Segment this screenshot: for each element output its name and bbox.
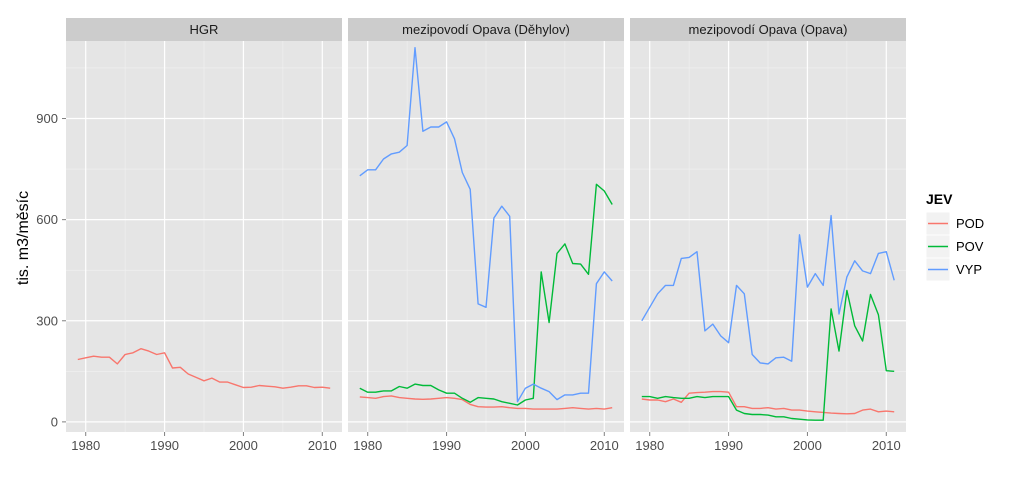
y-tick-label: 0 bbox=[51, 414, 58, 429]
x-tick-label: 2000 bbox=[511, 438, 540, 453]
x-tick-label: 2010 bbox=[308, 438, 337, 453]
x-tick-label: 1990 bbox=[150, 438, 179, 453]
legend-item-pod: POD bbox=[925, 211, 984, 236]
y-tick-label: 900 bbox=[36, 111, 58, 126]
facet-title: mezipovodí Opava (Opava) bbox=[689, 22, 848, 37]
legend-item-vyp: VYP bbox=[925, 257, 982, 282]
x-tick-label: 1980 bbox=[71, 438, 100, 453]
x-tick-label: 2000 bbox=[793, 438, 822, 453]
facet-panel: mezipovodí Opava (Opava) 1980 1990 2000 2010 bbox=[630, 18, 906, 453]
facet-strip bbox=[348, 18, 624, 41]
x-tick-label: 1980 bbox=[635, 438, 664, 453]
series-line-pov bbox=[359, 183, 613, 406]
facet-strip bbox=[630, 18, 906, 41]
x-tick-label: 2000 bbox=[229, 438, 258, 453]
facet-strip bbox=[66, 18, 342, 41]
series-line-vyp bbox=[641, 214, 895, 365]
x-tick-label: 2010 bbox=[590, 438, 619, 453]
series-line-pod bbox=[359, 395, 613, 410]
x-tick-label: 1980 bbox=[353, 438, 382, 453]
series-line-pov bbox=[641, 289, 895, 421]
legend-label: VYP bbox=[956, 262, 982, 277]
legend-label: POD bbox=[956, 216, 984, 231]
series-line-pod bbox=[641, 390, 895, 415]
facet-panels: HGR 1980 1990 2000 2010 0 300 600 900 mezipovodí … bbox=[36, 18, 906, 453]
facet-panel: HGR 1980 1990 2000 2010 0 300 600 900 bbox=[36, 18, 342, 453]
legend-item-pov: POV bbox=[925, 234, 984, 259]
y-axis-title: tis. m3/měsíc bbox=[15, 191, 32, 285]
facet-title: HGR bbox=[190, 22, 219, 37]
legend-label: POV bbox=[956, 239, 984, 254]
y-tick-label: 600 bbox=[36, 212, 58, 227]
x-tick-label: 1990 bbox=[714, 438, 743, 453]
x-tick-label: 1990 bbox=[432, 438, 461, 453]
facet-panel: mezipovodí Opava (Děhylov) 1980 1990 2000 20… bbox=[348, 18, 624, 453]
y-tick-label: 300 bbox=[36, 313, 58, 328]
series-line-pod bbox=[77, 348, 331, 389]
facet-title: mezipovodí Opava (Děhylov) bbox=[402, 22, 570, 37]
series-line-vyp bbox=[359, 47, 613, 403]
x-tick-label: 2010 bbox=[872, 438, 901, 453]
legend-title: JEV bbox=[926, 191, 953, 207]
